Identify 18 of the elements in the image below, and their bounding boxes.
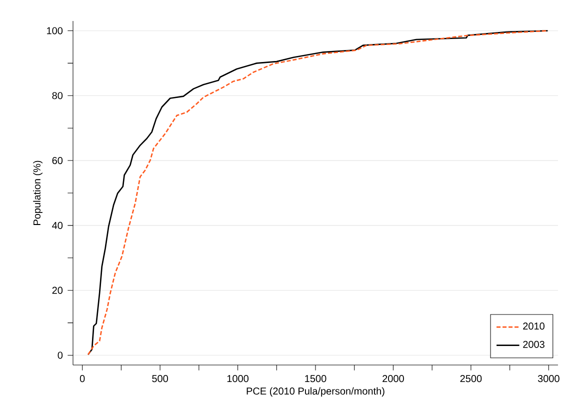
x-tick-label: 1000: [227, 375, 248, 382]
x-tick-label: 500: [152, 375, 168, 382]
y-tick-label: 100: [47, 27, 63, 34]
y-tick-label: 60: [52, 157, 63, 164]
x-tick-label: 3000: [538, 375, 560, 382]
x-tick-label: 0: [80, 375, 85, 382]
y-axis-title: Population (%): [33, 160, 42, 225]
legend-label: 2003: [523, 340, 544, 348]
y-tick-label: 20: [52, 286, 63, 294]
x-tick-label: 2000: [382, 375, 404, 382]
x-axis-title: PCE (2010 Pula/person/month): [246, 387, 384, 397]
legend-label: 2010: [523, 322, 544, 330]
line-series: [87, 30, 548, 356]
x-tick-label: 1500: [305, 375, 326, 382]
x-tick-label: 2500: [460, 375, 482, 382]
y-tick-label: 40: [52, 222, 63, 229]
y-tick-label: 0: [58, 352, 63, 359]
y-tick-label: 80: [52, 92, 63, 100]
